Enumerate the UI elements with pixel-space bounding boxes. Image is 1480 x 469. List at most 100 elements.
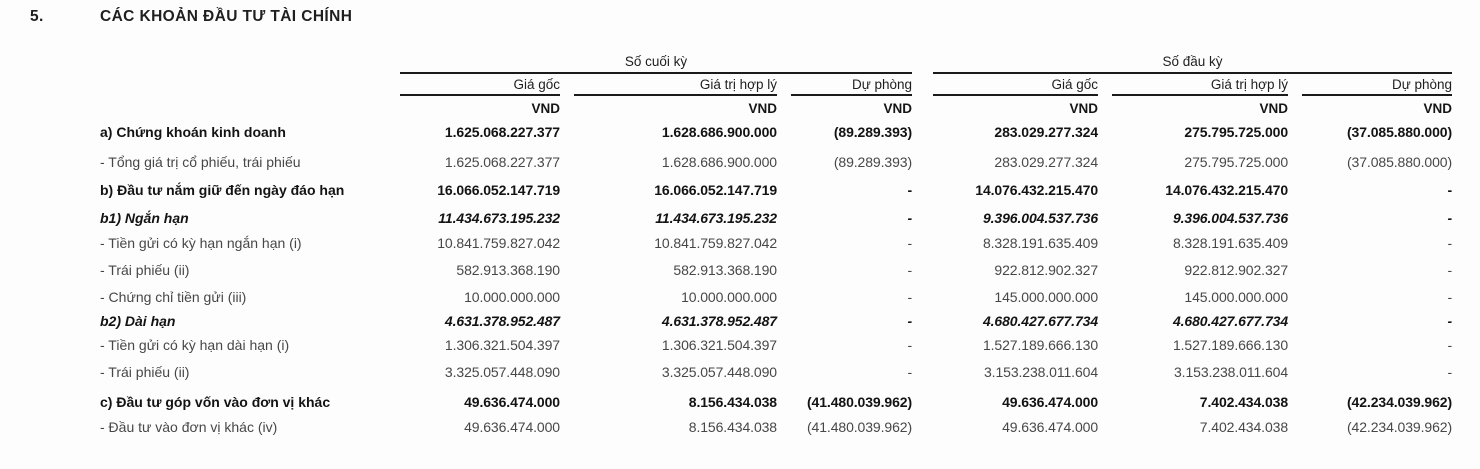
group-gap — [912, 199, 933, 227]
group-gap — [912, 50, 933, 74]
cell-value: 14.076.432.215.470 — [1165, 182, 1289, 198]
cell-value: 10.000.000.000 — [464, 289, 560, 305]
col-header-cost-ending: Giá gốc — [400, 74, 560, 96]
group-gap — [912, 74, 933, 96]
section-title: CÁC KHOẢN ĐẦU TƯ TÀI CHÍNH — [100, 8, 353, 25]
unit-label: VND — [883, 101, 913, 116]
table-row: - Đầu tư vào đơn vị khác (iv) 49.636.474… — [100, 411, 1452, 438]
cell-value: 4.680.427.677.734 — [1172, 313, 1289, 329]
cell-value: 1.625.068.227.377 — [444, 154, 560, 170]
group-gap — [912, 254, 933, 281]
cell-value: 8.328.191.635.409 — [1172, 235, 1289, 251]
cell-value: - — [907, 337, 913, 353]
row-label: c) Đầu tư góp vốn vào đơn vị khác — [100, 394, 331, 410]
cell-value: 145.000.000.000 — [994, 289, 1099, 305]
group-gap — [912, 171, 933, 199]
col-header-cost-beginning: Giá gốc — [933, 74, 1099, 96]
cell-value: 1.527.189.666.130 — [1172, 337, 1289, 353]
cell-value: (37.085.880.000) — [1346, 154, 1453, 170]
cell-value: 49.636.474.000 — [1002, 419, 1099, 435]
row-label: - Trái phiếu (ii) — [100, 262, 190, 278]
cell-value: 275.795.725.000 — [1184, 124, 1289, 140]
investments-table: Số cuối kỳ Số đầu kỳ Giá gốc Giá trị hợp… — [100, 50, 1452, 438]
row-label: - Tiền gửi có kỳ hạn ngắn hạn (i) — [100, 235, 302, 251]
group-gap — [912, 308, 933, 332]
cell-value: (37.085.880.000) — [1346, 124, 1453, 140]
cell-value: - — [907, 210, 913, 226]
cell-value: 8.156.434.038 — [688, 419, 777, 435]
unit-label: VND — [1069, 101, 1099, 116]
cell-value: - — [1447, 364, 1453, 380]
cell-value: 11.434.673.195.232 — [438, 210, 560, 226]
table-row: b2) Dài hạn 4.631.378.952.487 4.631.378.… — [100, 308, 1452, 332]
cell-value: - — [907, 235, 913, 251]
col-header-fairvalue-ending: Giá trị hợp lý — [560, 74, 777, 96]
cell-value: (42.234.039.962) — [1346, 419, 1453, 435]
cell-value: - — [1447, 235, 1453, 251]
cell-value: 11.434.673.195.232 — [655, 210, 777, 226]
table-row: - Trái phiếu (ii) 3.325.057.448.090 3.32… — [100, 356, 1452, 383]
cell-value: 49.636.474.000 — [464, 419, 560, 435]
cell-value: - — [907, 262, 913, 278]
col-header-fairvalue-beginning: Giá trị hợp lý — [1098, 74, 1289, 96]
cell-value: 9.396.004.537.736 — [982, 210, 1099, 226]
unit-label: VND — [1259, 101, 1289, 116]
header-spacer — [100, 74, 400, 96]
header-spacer — [100, 96, 400, 116]
cell-value: 10.000.000.000 — [681, 289, 777, 305]
section-header: 5. CÁC KHOẢN ĐẦU TƯ TÀI CHÍNH — [30, 8, 1480, 26]
group-gap — [912, 411, 933, 438]
row-label: b1) Ngắn hạn — [100, 210, 189, 226]
cell-value: 922.812.902.327 — [994, 262, 1099, 278]
unit-row: VND VND VND VND VND VND — [100, 96, 1452, 116]
table-row: - Tổng giá trị cổ phiếu, trái phiếu 1.62… — [100, 143, 1452, 171]
row-label: b) Đầu tư nắm giữ đến ngày đáo hạn — [100, 182, 345, 198]
cell-value: - — [907, 289, 913, 305]
cell-value: 16.066.052.147.719 — [437, 182, 560, 198]
col-header-provision-ending: Dự phòng — [777, 74, 913, 96]
cell-value: 1.306.321.504.397 — [444, 337, 560, 353]
row-label: - Đầu tư vào đơn vị khác (iv) — [100, 419, 278, 435]
unit-label: VND — [748, 101, 777, 116]
cell-value: 14.076.432.215.470 — [975, 182, 1099, 198]
cell-value: 8.328.191.635.409 — [982, 235, 1099, 251]
group-gap — [912, 281, 933, 308]
cell-value: - — [1447, 313, 1453, 329]
unit-label: VND — [1423, 101, 1453, 116]
cell-value: 1.628.686.900.000 — [661, 154, 777, 170]
cell-value: - — [1447, 262, 1453, 278]
period-group-ending: Số cuối kỳ — [400, 50, 913, 74]
cell-value: 3.325.057.448.090 — [444, 364, 560, 380]
section-number: 5. — [30, 8, 44, 25]
cell-value: (41.480.039.962) — [806, 419, 913, 435]
period-group-beginning: Số đầu kỳ — [933, 50, 1453, 74]
cell-value: - — [907, 182, 913, 198]
row-label: - Trái phiếu (ii) — [100, 364, 190, 380]
row-label: - Tiền gửi có kỳ hạn dài hạn (i) — [100, 337, 290, 353]
cell-value: (42.234.039.962) — [1346, 394, 1453, 410]
group-gap — [912, 356, 933, 383]
row-label: - Tổng giá trị cổ phiếu, trái phiếu — [100, 154, 301, 170]
cell-value: - — [1447, 337, 1453, 353]
table-body: a) Chứng khoán kinh doanh 1.625.068.227.… — [100, 116, 1452, 438]
table-row: - Tiền gửi có kỳ hạn ngắn hạn (i) 10.841… — [100, 227, 1452, 254]
row-label: a) Chứng khoán kinh doanh — [100, 124, 286, 140]
cell-value: 582.913.368.190 — [456, 262, 560, 278]
cell-value: 145.000.000.000 — [1184, 289, 1289, 305]
period-group-row: Số cuối kỳ Số đầu kỳ — [100, 50, 1453, 74]
cell-value: 49.636.474.000 — [1002, 394, 1099, 410]
col-header-provision-beginning: Dự phòng — [1288, 74, 1453, 96]
cell-value: 922.812.902.327 — [1184, 262, 1289, 278]
group-gap — [912, 96, 933, 116]
cell-value: 7.402.434.038 — [1199, 419, 1289, 435]
cell-value: 4.631.378.952.487 — [444, 313, 560, 329]
group-gap — [912, 383, 933, 411]
table-row: b) Đầu tư nắm giữ đến ngày đáo hạn 16.06… — [100, 171, 1452, 199]
group-gap — [912, 116, 933, 143]
cell-value: 10.841.759.827.042 — [654, 235, 777, 251]
cell-value: 9.396.004.537.736 — [1172, 210, 1289, 226]
cell-value: 1.628.686.900.000 — [661, 124, 777, 140]
cell-value: 4.631.378.952.487 — [661, 313, 777, 329]
cell-value: - — [1447, 210, 1453, 226]
row-label: b2) Dài hạn — [100, 313, 176, 329]
